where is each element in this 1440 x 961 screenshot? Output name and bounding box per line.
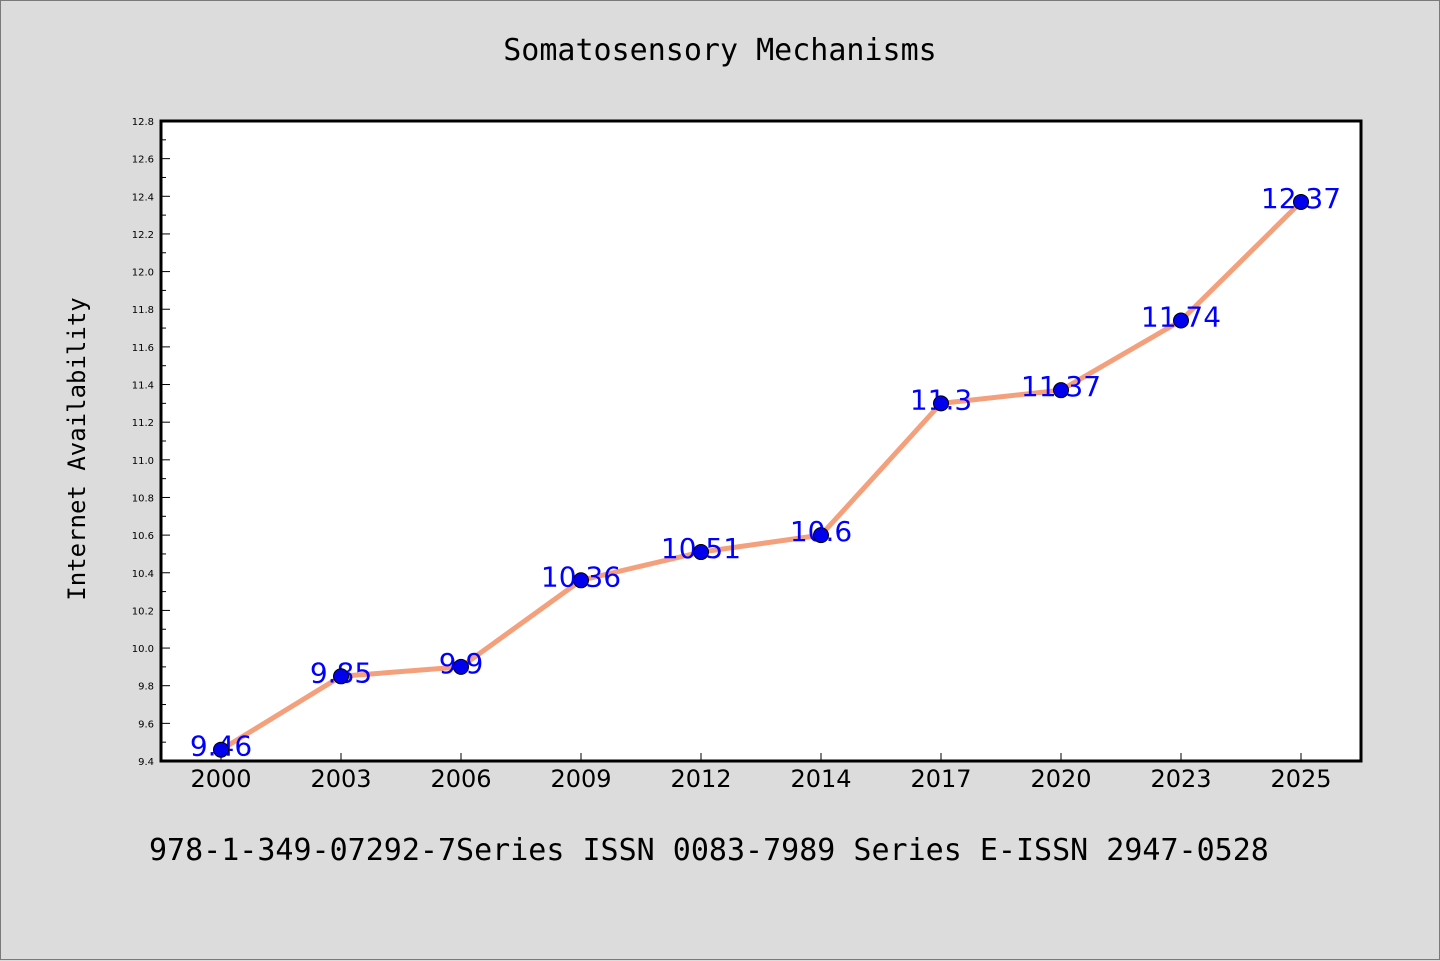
y-tick-label: 12.6 bbox=[132, 155, 154, 166]
data-point bbox=[213, 741, 229, 758]
x-tick-label: 2023 bbox=[1150, 765, 1211, 793]
y-tick-label: 12.8 bbox=[132, 117, 154, 128]
y-tick-label: 10.4 bbox=[132, 569, 154, 580]
chart-title: Somatosensory Mechanisms bbox=[503, 33, 937, 68]
y-tick-label: 12.2 bbox=[132, 230, 154, 241]
x-tick-label: 2000 bbox=[190, 765, 251, 793]
x-tick-label: 2020 bbox=[1030, 765, 1091, 793]
x-tick-label: 2017 bbox=[910, 765, 971, 793]
plot-background bbox=[161, 121, 1361, 761]
y-tick-label: 12.4 bbox=[132, 192, 154, 203]
x-tick-label: 2009 bbox=[550, 765, 611, 793]
data-point bbox=[573, 572, 589, 589]
x-tick-label: 2012 bbox=[670, 765, 731, 793]
x-tick-label: 2003 bbox=[310, 765, 371, 793]
y-tick-label: 11.4 bbox=[132, 381, 154, 392]
y-tick-label: 10.8 bbox=[132, 493, 154, 504]
data-point bbox=[1293, 193, 1309, 210]
y-tick-label: 11.0 bbox=[132, 456, 154, 467]
data-point bbox=[813, 527, 829, 544]
data-point bbox=[1173, 312, 1189, 329]
y-tick-label: 11.2 bbox=[132, 418, 154, 429]
y-tick-label: 10.6 bbox=[132, 531, 154, 542]
y-tick-label: 9.8 bbox=[138, 682, 154, 693]
series-line bbox=[218, 199, 1304, 753]
y-tick-label: 9.4 bbox=[138, 757, 154, 768]
data-point bbox=[333, 668, 349, 685]
footer-text: 978-1-349-07292-7Series ISSN 0083-7989 S… bbox=[149, 833, 1269, 868]
x-tick-label: 2014 bbox=[790, 765, 851, 793]
y-tick-label: 10.0 bbox=[132, 644, 154, 655]
x-tick-label: 2006 bbox=[430, 765, 491, 793]
data-point bbox=[693, 544, 709, 561]
y-tick-label: 11.8 bbox=[132, 305, 154, 316]
data-point bbox=[1053, 382, 1069, 399]
y-tick-label: 9.6 bbox=[138, 719, 154, 730]
plot-frame bbox=[159, 119, 1363, 763]
y-tick-label: 10.2 bbox=[132, 606, 154, 617]
data-point bbox=[453, 658, 469, 675]
y-tick-label: 11.6 bbox=[132, 343, 154, 354]
data-point bbox=[933, 395, 949, 412]
y-tick-label: 12.0 bbox=[132, 268, 154, 279]
x-tick-label: 2025 bbox=[1270, 765, 1331, 793]
